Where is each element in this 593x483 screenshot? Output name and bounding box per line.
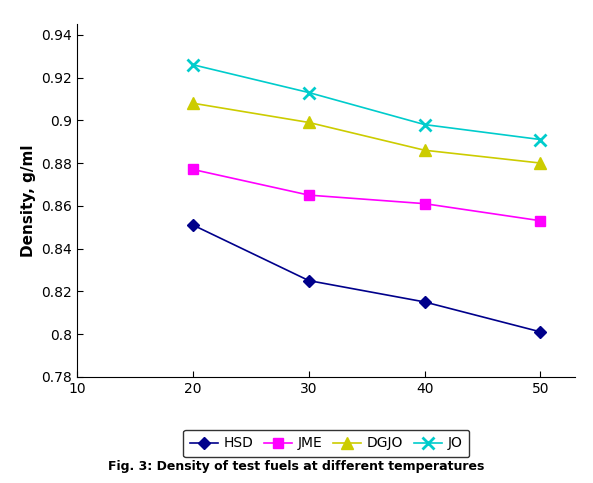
Line: DGJO: DGJO (187, 98, 546, 169)
JO (189, 62, 196, 68)
Legend: HSD, JME, DGJO, JO: HSD, JME, DGJO, JO (183, 429, 470, 457)
DGJO (305, 120, 313, 126)
JME (189, 167, 196, 172)
JME (421, 201, 428, 207)
HSD (305, 278, 313, 284)
JO (421, 122, 428, 128)
JO (305, 90, 313, 96)
Y-axis label: Density, g/ml: Density, g/ml (21, 144, 36, 256)
JO (537, 137, 544, 142)
HSD (537, 329, 544, 335)
Line: JME: JME (188, 165, 546, 226)
JME (537, 218, 544, 224)
Text: Fig. 3: Density of test fuels at different temperatures: Fig. 3: Density of test fuels at differe… (109, 460, 484, 473)
HSD (189, 222, 196, 228)
HSD (421, 299, 428, 305)
JME (305, 192, 313, 198)
DGJO (189, 100, 196, 106)
DGJO (537, 160, 544, 166)
Line: HSD: HSD (189, 221, 544, 336)
Line: JO: JO (187, 58, 547, 146)
DGJO (421, 147, 428, 153)
